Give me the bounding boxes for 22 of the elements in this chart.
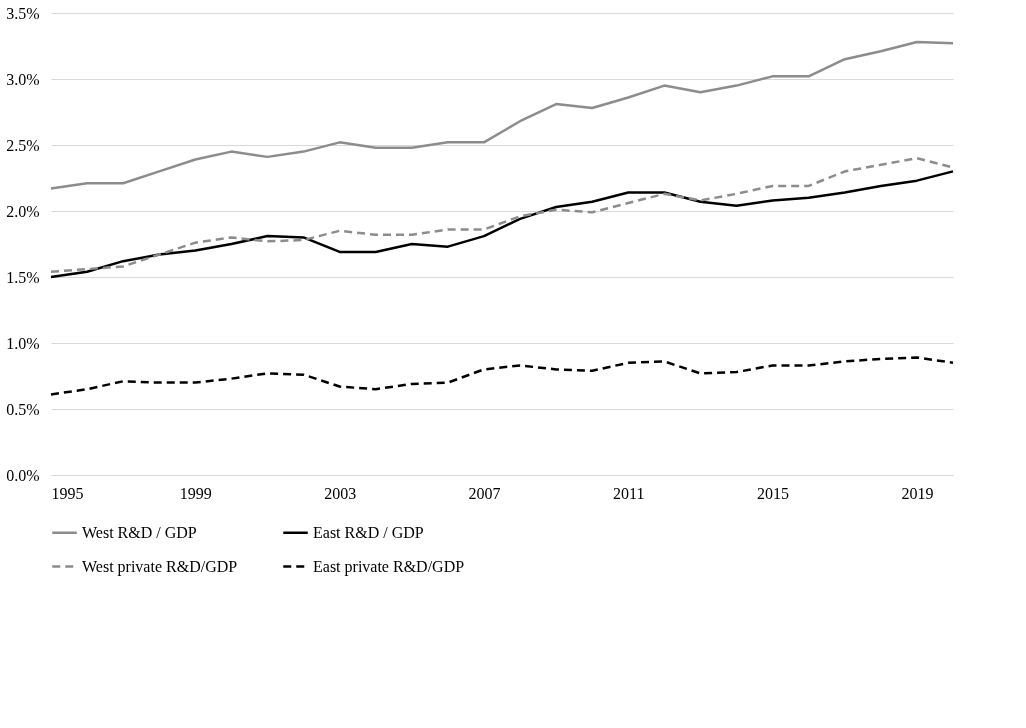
y-tick-label: 3.5%: [6, 4, 40, 22]
y-tick-label: 1.5%: [6, 268, 40, 286]
line-series: [49, 40, 955, 190]
x-tick-label: 2015: [757, 484, 790, 502]
y-tick-label: 2.5%: [6, 136, 40, 154]
legend-label: West R&D / GDP: [82, 523, 197, 541]
legend-label: East private R&D/GDP: [313, 557, 465, 576]
legend-label: West private R&D/GDP: [82, 557, 238, 576]
legend-label: East R&D / GDP: [313, 523, 424, 541]
y-tick-label: 0.5%: [6, 400, 40, 418]
x-tick-label: 1999: [179, 484, 212, 502]
line-series: [49, 356, 955, 396]
y-tick-label: 1.0%: [6, 334, 40, 352]
x-tick-label: 2011: [613, 484, 645, 502]
line-series: [49, 170, 955, 279]
y-tick-label: 3.0%: [6, 70, 40, 88]
y-tick-label: 2.0%: [6, 202, 40, 220]
y-tick-label: 0.0%: [6, 466, 40, 484]
x-tick-label: 2019: [901, 484, 934, 502]
x-tick-label: 2007: [468, 484, 501, 502]
x-tick-label: 2003: [324, 484, 357, 502]
x-tick-label: 1995: [51, 484, 84, 502]
